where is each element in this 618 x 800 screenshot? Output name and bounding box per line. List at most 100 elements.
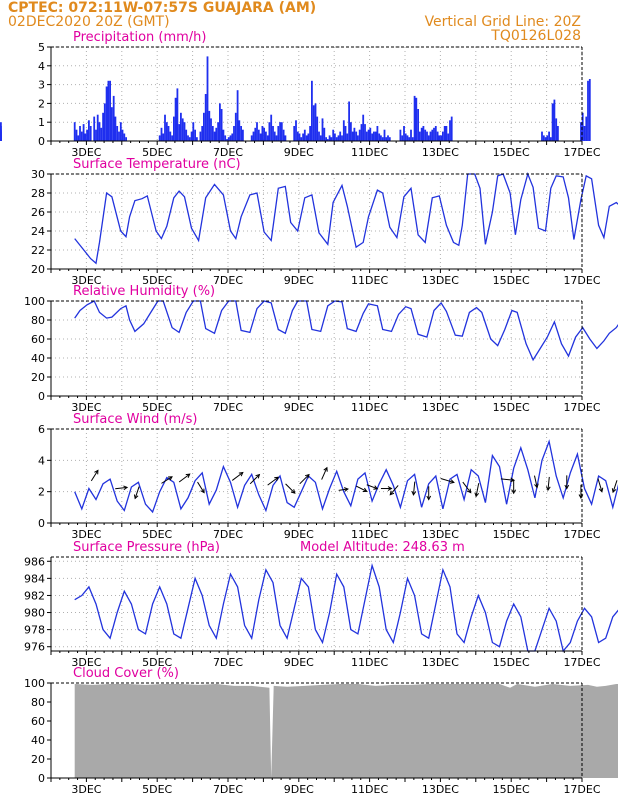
precip-bar <box>323 127 326 141</box>
x-tick-label: 7DEC <box>213 783 243 796</box>
x-tick-label: 5DEC <box>142 146 172 159</box>
precip-bar <box>399 129 402 141</box>
precip-bar <box>250 135 253 141</box>
wind-arrow <box>197 481 205 493</box>
model-code: TQ0126L028 <box>491 28 581 44</box>
precip-bar <box>302 133 304 141</box>
panel-5: Surface Pressure (hPa) Model Altitude: 24… <box>24 540 618 669</box>
wind-arrow-head <box>94 469 99 475</box>
wind-arrow <box>134 486 140 499</box>
wind-arrow-head <box>534 483 539 489</box>
wind-arrow-head <box>564 484 570 490</box>
y-tick-label: 0 <box>38 135 45 148</box>
y-tick-label: 4 <box>38 60 45 73</box>
wind-arrow <box>231 472 244 481</box>
precip-bar <box>169 131 172 141</box>
precip-bar <box>551 103 554 141</box>
wind-arrow <box>90 470 99 482</box>
wind-arrow <box>267 476 279 486</box>
precip-bar <box>164 114 166 141</box>
y-tick-label: 976 <box>24 641 45 654</box>
precip-bar <box>588 79 591 141</box>
precip-bar <box>88 120 90 141</box>
precip-bar <box>445 126 448 141</box>
x-tick-label: 7DEC <box>213 401 243 414</box>
x-tick-label: 13DEC <box>422 274 459 287</box>
precip-bar <box>350 122 352 141</box>
precip-bar <box>79 126 81 141</box>
precip-bar <box>449 120 451 141</box>
precip-bar <box>585 116 588 141</box>
precip-bar <box>119 122 122 141</box>
precip-bar <box>109 80 111 141</box>
precip-bar <box>192 122 195 141</box>
precip-bar <box>102 112 104 141</box>
y-tick-label: 24 <box>31 225 45 238</box>
wind-arrow-head <box>411 490 417 496</box>
precip-bar <box>275 135 278 141</box>
precip-bar <box>252 131 255 141</box>
precip-bar <box>581 112 584 141</box>
precip-bar <box>555 118 558 141</box>
wind-arrow <box>321 467 328 480</box>
wind-arrow-head <box>611 488 617 494</box>
x-tick-label: 9DEC <box>284 146 314 159</box>
precip-bar <box>167 126 170 141</box>
x-tick-label: 13DEC <box>422 146 459 159</box>
precip-bar <box>162 133 165 141</box>
precip-bar <box>105 86 108 141</box>
x-tick-label: 15DEC <box>493 528 530 541</box>
precip-bar <box>548 131 550 141</box>
y-tick-label: 100 <box>24 677 45 690</box>
precip-bar <box>546 135 549 141</box>
y-tick-label: 40 <box>31 352 45 365</box>
precip-bar <box>557 126 559 141</box>
precip-bar <box>332 129 335 141</box>
wind-arrow-head <box>323 466 328 472</box>
precip-bar <box>314 103 317 141</box>
precip-bar <box>353 127 356 141</box>
wind-arrow-head <box>598 487 604 493</box>
wind-arrow-head <box>449 479 455 484</box>
precip-bar <box>188 137 191 141</box>
panel-title: Relative Humidity (%) <box>73 284 215 299</box>
x-tick-label: 11DEC <box>351 146 388 159</box>
y-tick-label: 986 <box>24 555 45 568</box>
precip-bar <box>256 122 258 141</box>
precip-bar <box>217 122 219 141</box>
wind-arrow-head <box>167 476 173 481</box>
precip-bar <box>426 131 428 141</box>
wind-arrow <box>533 475 538 488</box>
panel-6: Cloud Cover (%) 0 20 40 60 80 100 3DEC 5DEC 7DEC 9… <box>24 666 618 796</box>
precip-bar <box>211 126 214 141</box>
x-tick-label: 15DEC <box>493 783 530 796</box>
precip-bar <box>201 126 204 141</box>
precip-bar <box>373 131 375 141</box>
station-header: CPTEC: 072:11W-07:57S GUAJARA (AM) <box>8 0 317 16</box>
precip-bar <box>242 129 244 141</box>
precip-bar <box>344 126 347 141</box>
y-tick-label: 20 <box>31 263 45 276</box>
wind-arrow-head <box>426 495 432 501</box>
precip-bar <box>89 126 92 141</box>
precip-bar <box>270 114 273 141</box>
wind-arrow-head <box>389 490 395 496</box>
precip-bar <box>206 56 209 141</box>
precip-bar <box>282 129 285 141</box>
precip-bar <box>583 126 586 141</box>
precip-bar <box>272 126 274 141</box>
x-tick-label: 7DEC <box>213 274 243 287</box>
wind-arrow-head <box>304 473 310 479</box>
precip-bar <box>295 120 297 141</box>
wind-arrow <box>412 481 416 495</box>
precip-bar <box>77 135 80 141</box>
precip-bar <box>339 131 342 141</box>
panel-title: Surface Wind (m/s) <box>73 412 197 427</box>
precip-bar <box>123 133 126 141</box>
precip-bar <box>229 135 232 141</box>
precip-bar <box>417 109 419 141</box>
precip-bar <box>450 116 453 141</box>
wind-arrow <box>161 476 173 484</box>
precip-bar <box>75 129 78 141</box>
precip-bar <box>424 129 427 141</box>
